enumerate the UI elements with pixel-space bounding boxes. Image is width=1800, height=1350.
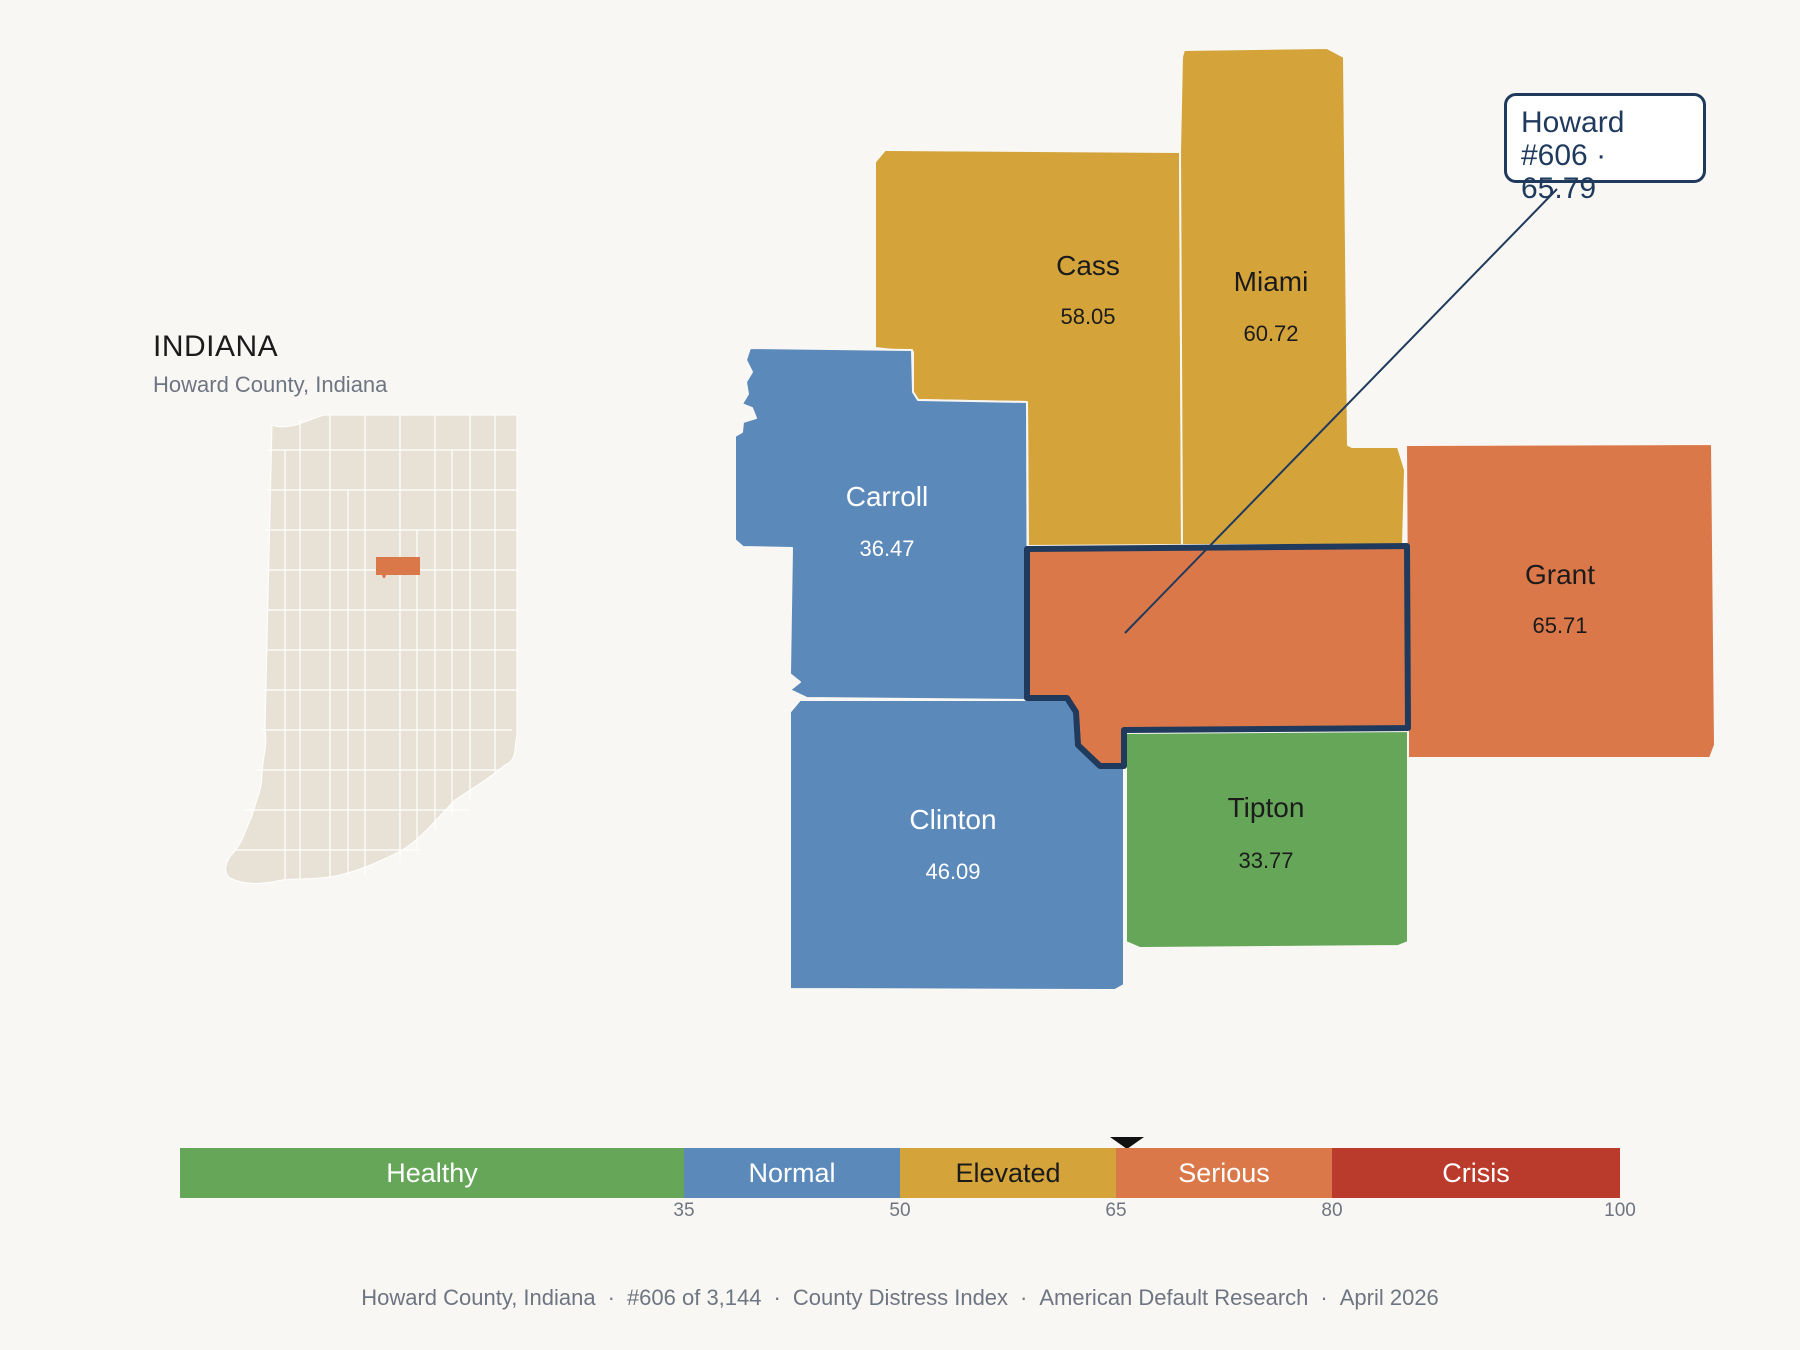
footer-separator: · <box>607 1285 615 1310</box>
footer-index-name: County Distress Index <box>792 1285 1009 1310</box>
footer-source: American Default Research <box>1039 1285 1309 1310</box>
label-miami-name: Miami <box>1234 266 1309 297</box>
howard-county-highlight <box>376 557 420 578</box>
footer-separator: · <box>1020 1285 1028 1310</box>
county-grant[interactable] <box>1405 443 1716 759</box>
label-cass-name: Cass <box>1056 250 1120 281</box>
inset-title: INDIANA <box>153 330 279 363</box>
callout-rank-score: #606 · 65.79 <box>1521 139 1607 205</box>
footer-separator: · <box>773 1285 781 1310</box>
county-carroll[interactable] <box>734 347 1029 701</box>
label-clinton-score: 46.09 <box>925 859 980 884</box>
footer-date: April 2026 <box>1339 1285 1439 1310</box>
footer-place: Howard County, Indiana <box>361 1285 596 1310</box>
indiana-locator-map <box>225 414 518 884</box>
label-miami-score: 60.72 <box>1243 321 1298 346</box>
footer-rank: #606 of 3,144 <box>626 1285 762 1310</box>
scale-segment-normal: Normal <box>684 1148 900 1198</box>
county-clinton[interactable] <box>789 699 1125 991</box>
label-tipton-name: Tipton <box>1228 792 1305 823</box>
callout-county-name: Howard <box>1521 106 1625 139</box>
scale-tick-35: 35 <box>673 1200 695 1221</box>
score-marker-icon <box>1110 1137 1145 1149</box>
scale-segment-elevated: Elevated <box>900 1148 1116 1198</box>
label-clinton-name: Clinton <box>909 804 996 835</box>
scale-tick-50: 50 <box>889 1200 911 1221</box>
label-carroll-name: Carroll <box>846 481 928 512</box>
scale-segment-crisis: Crisis <box>1332 1148 1620 1198</box>
scale-tick-65: 65 <box>1105 1200 1127 1221</box>
county-miami[interactable] <box>1179 47 1406 546</box>
scale-tick-100: 100 <box>1604 1200 1636 1221</box>
footer-separator: · <box>1320 1285 1328 1310</box>
indiana-state-shape <box>225 414 518 884</box>
footer-credits: Howard County, Indiana · #606 of 3,144 · Cou… <box>0 1285 1800 1311</box>
inset-county-grid <box>236 415 517 880</box>
scale-segment-healthy: Healthy <box>180 1148 684 1198</box>
scale-tick-80: 80 <box>1321 1200 1343 1221</box>
label-grant-name: Grant <box>1525 559 1595 590</box>
county-tipton[interactable] <box>1125 730 1409 949</box>
distress-scale-bar: Healthy Normal Elevated Serious Crisis <box>180 1148 1620 1198</box>
label-carroll-score: 36.47 <box>859 536 914 561</box>
howard-callout: Howard #606 · 65.79 <box>1504 93 1706 205</box>
label-grant-score: 65.71 <box>1532 613 1587 638</box>
label-tipton-score: 33.77 <box>1238 848 1293 873</box>
scale-segment-serious: Serious <box>1116 1148 1332 1198</box>
inset-subtitle: Howard County, Indiana <box>153 372 388 397</box>
callout-leader-line <box>1124 188 1558 634</box>
howard-outline <box>1024 543 1411 769</box>
label-cass-score: 58.05 <box>1060 304 1115 329</box>
